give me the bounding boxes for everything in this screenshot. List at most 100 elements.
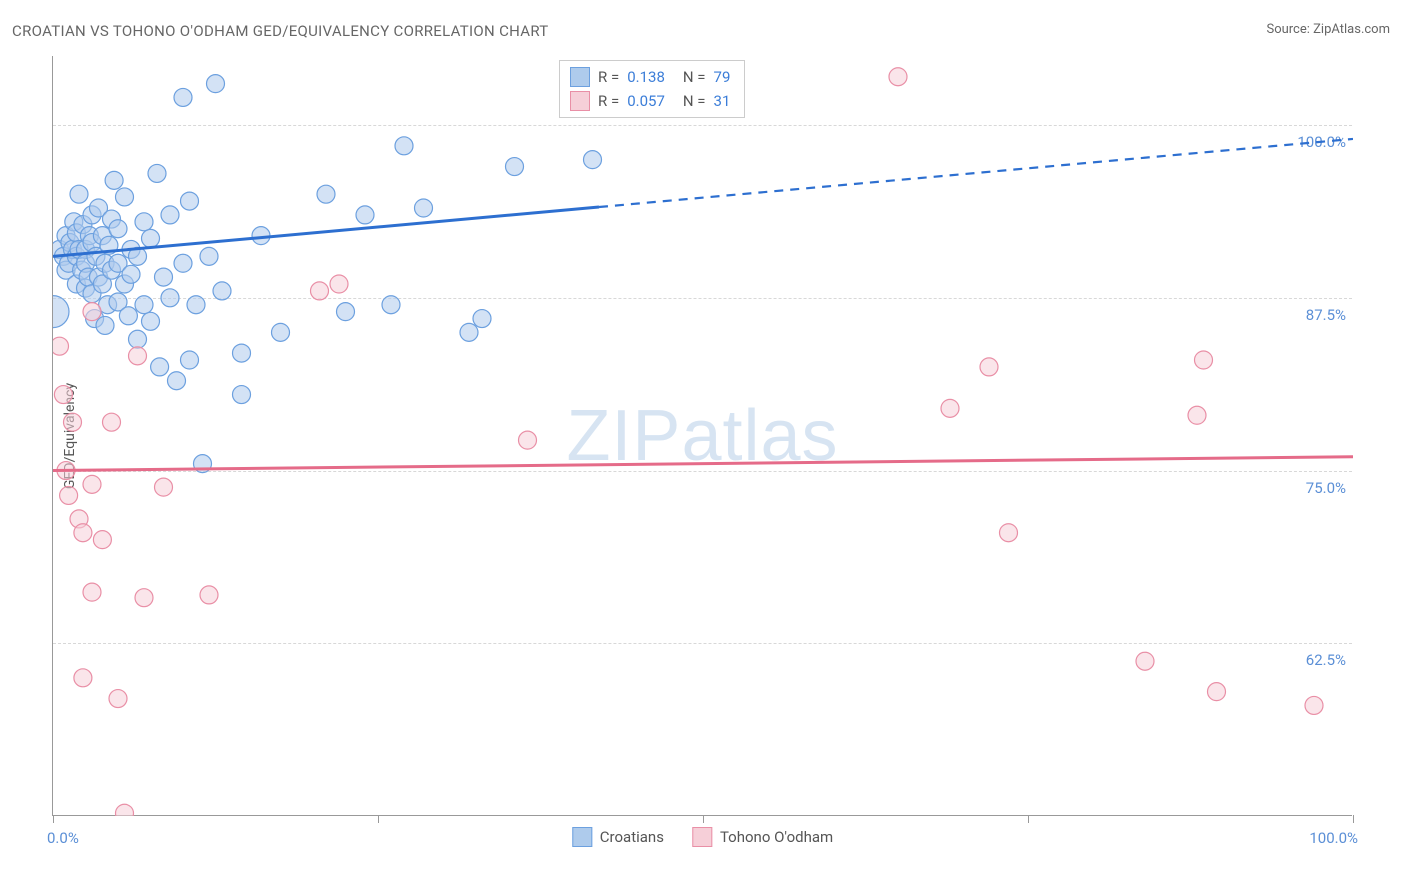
stat-n-value-croatians: 79 [714, 68, 731, 86]
scatter-point [161, 289, 179, 307]
x-tick [1028, 815, 1029, 823]
x-tick [703, 815, 704, 823]
stat-n-label: N = [683, 68, 706, 86]
scatter-point [337, 303, 355, 321]
plot-area: GED/Equivalency 62.5%75.0%87.5%100.0% ZI… [52, 56, 1352, 816]
scatter-point [70, 185, 88, 203]
scatter-point [142, 312, 160, 330]
scatter-point [74, 524, 92, 542]
stat-r-label: R = [598, 92, 619, 110]
scatter-point [181, 351, 199, 369]
stats-legend-box: R = 0.138 N = 79 R = 0.057 N = 31 [559, 60, 745, 118]
scatter-point [109, 690, 127, 708]
scatter-point [96, 316, 114, 334]
scatter-point [122, 265, 140, 283]
scatter-point [415, 199, 433, 217]
scatter-point [941, 399, 959, 417]
scatter-point [317, 185, 335, 203]
scatter-point [1305, 696, 1323, 714]
stat-r-value-tohono: 0.057 [627, 92, 665, 110]
trendline-solid [53, 207, 599, 256]
swatch-tohono [570, 91, 590, 111]
legend-item-tohono: Tohono O'odham [692, 827, 833, 847]
scatter-point [356, 206, 374, 224]
scatter-point [473, 310, 491, 328]
scatter-point [53, 337, 69, 355]
legend-swatch-croatians [572, 827, 592, 847]
stats-row-tohono: R = 0.057 N = 31 [570, 89, 730, 113]
stat-n-value-tohono: 31 [714, 92, 731, 110]
scatter-point [83, 475, 101, 493]
legend-item-croatians: Croatians [572, 827, 664, 847]
scatter-point [103, 413, 121, 431]
scatter-point [187, 296, 205, 314]
scatter-point [135, 213, 153, 231]
scatter-point [181, 192, 199, 210]
x-tick [378, 815, 379, 823]
scatter-point [1000, 524, 1018, 542]
scatter-point [161, 206, 179, 224]
scatter-point [889, 68, 907, 86]
scatter-point [60, 486, 78, 504]
scatter-point [83, 303, 101, 321]
scatter-point [1136, 652, 1154, 670]
scatter-point [168, 372, 186, 390]
x-tick [1353, 815, 1354, 823]
legend-label-croatians: Croatians [600, 828, 664, 846]
scatter-point [174, 254, 192, 272]
scatter-point [1208, 683, 1226, 701]
scatter-point [980, 358, 998, 376]
scatter-point [1188, 406, 1206, 424]
scatter-point [53, 296, 69, 328]
scatter-point [330, 275, 348, 293]
scatter-point [200, 586, 218, 604]
source-attribution: Source: ZipAtlas.com [1266, 22, 1390, 37]
scatter-point [116, 188, 134, 206]
scatter-point [119, 307, 137, 325]
scatter-point [174, 88, 192, 106]
legend-label-tohono: Tohono O'odham [720, 828, 833, 846]
scatter-point [54, 386, 72, 404]
scatter-point [207, 75, 225, 93]
x-axis-label-min: 0.0% [47, 829, 79, 847]
x-tick [53, 815, 54, 823]
scatter-point [506, 158, 524, 176]
scatter-point [109, 220, 127, 238]
stat-r-label: R = [598, 68, 619, 86]
stat-n-label: N = [683, 92, 706, 110]
scatter-point [135, 296, 153, 314]
scatter-point [155, 478, 173, 496]
scatter-point [233, 344, 251, 362]
scatter-point [519, 431, 537, 449]
swatch-croatians [570, 67, 590, 87]
scatter-point [1195, 351, 1213, 369]
stats-row-croatians: R = 0.138 N = 79 [570, 65, 730, 89]
bottom-legend: Croatians Tohono O'odham [572, 827, 833, 847]
scatter-point [129, 347, 147, 365]
scatter-point [116, 804, 134, 816]
legend-swatch-tohono [692, 827, 712, 847]
scatter-point [151, 358, 169, 376]
scatter-point [129, 330, 147, 348]
scatter-point [213, 282, 231, 300]
scatter-point [382, 296, 400, 314]
scatter-point [64, 413, 82, 431]
scatter-point [395, 137, 413, 155]
scatter-point [105, 171, 123, 189]
x-axis-label-max: 100.0% [1309, 829, 1358, 847]
scatter-point [200, 247, 218, 265]
stat-r-value-croatians: 0.138 [627, 68, 665, 86]
scatter-point [311, 282, 329, 300]
scatter-point [460, 323, 478, 341]
trendline-dashed [599, 139, 1353, 207]
scatter-point [142, 229, 160, 247]
trendline-solid [53, 457, 1353, 471]
scatter-point [155, 268, 173, 286]
scatter-point [148, 164, 166, 182]
scatter-point [272, 323, 290, 341]
scatter-point [93, 531, 111, 549]
scatter-point [233, 386, 251, 404]
scatter-svg [53, 56, 1353, 816]
scatter-point [584, 151, 602, 169]
scatter-point [135, 589, 153, 607]
